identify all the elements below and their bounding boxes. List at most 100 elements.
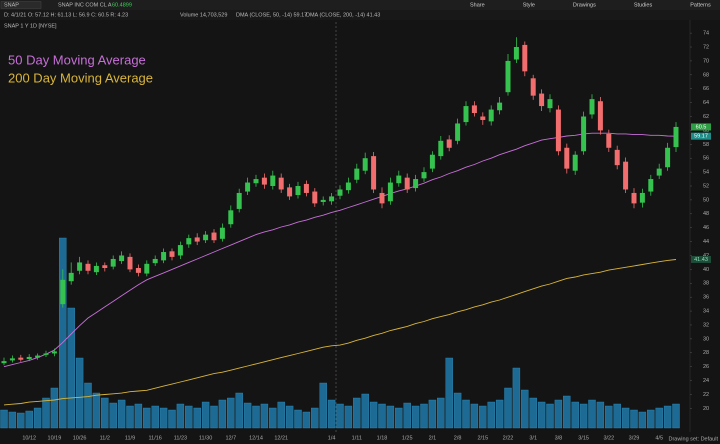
y-tick-label: 30 bbox=[703, 336, 709, 342]
candle-body bbox=[152, 258, 158, 264]
volume-bar bbox=[302, 411, 311, 429]
volume-bar bbox=[554, 399, 563, 429]
volume-bar bbox=[143, 407, 151, 429]
volume-bar bbox=[151, 405, 159, 429]
x-tick-label: 2/1 bbox=[429, 435, 437, 441]
x-tick-label: 3/22 bbox=[603, 435, 614, 441]
candle-body bbox=[219, 227, 225, 239]
volume-bar bbox=[294, 409, 302, 429]
volume-bar bbox=[42, 397, 50, 429]
candle-body bbox=[606, 133, 612, 148]
candle-body bbox=[203, 234, 209, 241]
candle-body bbox=[614, 149, 620, 166]
volume-bar bbox=[117, 399, 126, 429]
candle-body bbox=[18, 357, 24, 360]
volume-bar bbox=[369, 401, 378, 429]
x-tick-label: 2/22 bbox=[503, 435, 514, 441]
candle-body bbox=[581, 116, 587, 152]
volume-bar bbox=[168, 409, 176, 429]
candle-body bbox=[144, 263, 150, 274]
volume-bar bbox=[101, 397, 109, 429]
y-tick-label: 56 bbox=[703, 156, 709, 162]
candle-body bbox=[497, 102, 503, 111]
volume-bar bbox=[92, 392, 101, 429]
x-tick-label: 12/14 bbox=[249, 435, 263, 441]
candle-body bbox=[480, 116, 486, 120]
volume-bar bbox=[504, 387, 512, 429]
x-tick-label: 3/1 bbox=[529, 435, 537, 441]
x-tick-label: 3/15 bbox=[578, 435, 589, 441]
candle-body bbox=[413, 179, 419, 189]
x-tick-label: 12/7 bbox=[225, 435, 236, 441]
volume-bar bbox=[134, 403, 143, 429]
candle-body bbox=[211, 232, 217, 241]
volume-bar bbox=[512, 367, 521, 429]
candle-body bbox=[656, 168, 662, 176]
symbol[interactable]: SNAP bbox=[4, 3, 19, 9]
volume-bar bbox=[571, 401, 579, 429]
candle-body bbox=[396, 175, 402, 184]
toolbar-button[interactable]: Share bbox=[470, 3, 485, 9]
candle-body bbox=[429, 154, 435, 169]
volume-bar bbox=[437, 397, 445, 429]
candle-body bbox=[623, 161, 629, 190]
y-tick-label: 38 bbox=[703, 281, 709, 287]
volume-bar bbox=[193, 407, 201, 429]
volume-bar bbox=[529, 397, 537, 429]
volume-bar bbox=[59, 237, 67, 429]
volume-bar bbox=[353, 397, 361, 429]
candle-body bbox=[505, 60, 511, 93]
ma200-readout: DMA (CLOSE, 200, -14) 41.43 bbox=[306, 13, 380, 19]
candle-body bbox=[673, 126, 679, 148]
price-badge bbox=[691, 123, 711, 131]
candle-body bbox=[278, 177, 284, 190]
volume-bar bbox=[159, 407, 168, 429]
volume-bar bbox=[260, 403, 269, 429]
volume-bar bbox=[630, 409, 638, 429]
candle-body bbox=[110, 258, 116, 267]
volume-bar bbox=[420, 403, 428, 429]
status-bar bbox=[0, 10, 720, 20]
drawing-set: Drawing set: Default bbox=[668, 436, 718, 442]
chart-title: SNAP 1 Y 1D [NYSE] bbox=[4, 23, 57, 29]
volume-bar bbox=[0, 409, 8, 429]
x-tick-label: 11/16 bbox=[149, 435, 162, 441]
volume-bar bbox=[403, 402, 411, 429]
volume-bar bbox=[470, 403, 479, 429]
candle-body bbox=[371, 156, 377, 190]
last-price: 60.4899 bbox=[112, 3, 132, 9]
volume-bar bbox=[67, 307, 75, 429]
candle-body bbox=[228, 210, 234, 225]
y-tick-label: 46 bbox=[703, 225, 709, 231]
candle-body bbox=[85, 263, 91, 271]
legend-ma200: 200 Day Moving Average bbox=[8, 70, 153, 85]
candle-body bbox=[245, 182, 251, 192]
toolbar-button[interactable]: Patterns bbox=[690, 3, 711, 9]
symbol-box[interactable] bbox=[0, 1, 42, 9]
y-tick-label: 64 bbox=[703, 100, 709, 106]
candle-body bbox=[362, 158, 368, 171]
candle-body bbox=[639, 192, 645, 203]
volume-bar bbox=[521, 389, 529, 429]
candle-body bbox=[471, 105, 477, 114]
y-tick-label: 70 bbox=[703, 58, 709, 64]
candle-body bbox=[522, 44, 528, 72]
price-badge-label: 41.43 bbox=[694, 257, 708, 263]
volume-bar bbox=[201, 401, 210, 429]
toolbar-button[interactable]: Drawings bbox=[573, 3, 596, 9]
candle-body bbox=[261, 177, 267, 185]
volume-bar bbox=[479, 405, 487, 429]
toolbar-button[interactable]: Studies bbox=[634, 3, 653, 9]
volume-bar bbox=[327, 399, 336, 429]
price-badge-label: 60.5 bbox=[696, 124, 707, 130]
y-tick-label: 72 bbox=[703, 44, 709, 50]
candle-body bbox=[51, 351, 57, 354]
toolbar-button[interactable]: Style bbox=[523, 3, 535, 9]
volume-bar bbox=[647, 409, 655, 429]
volume-bar bbox=[176, 403, 185, 429]
volume-bar bbox=[605, 405, 613, 429]
volume-bar bbox=[227, 397, 235, 429]
candle-body bbox=[555, 109, 561, 152]
